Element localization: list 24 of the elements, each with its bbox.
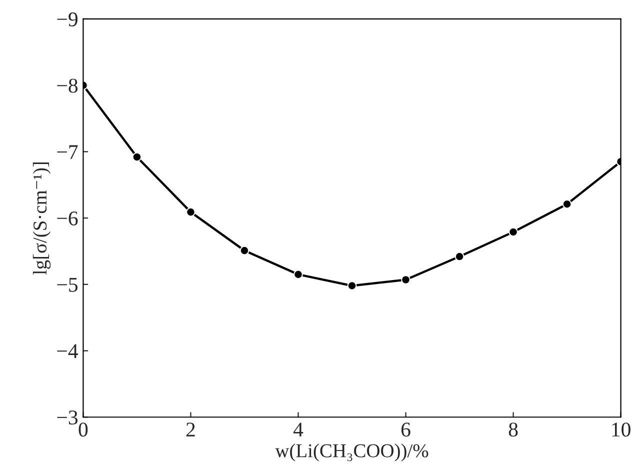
x-tick-label: 8: [508, 422, 518, 437]
point: [562, 199, 572, 209]
point: [132, 152, 142, 162]
y-tick-label: −5: [57, 278, 78, 292]
y-tick-label: −4: [57, 344, 78, 358]
y-axis-title: lg[σ/(S·cm⁻¹)]: [32, 162, 51, 275]
x-tick-label: 0: [78, 422, 88, 437]
x-axis-title: w(Li(CH₃COO))/%: [275, 444, 428, 462]
point: [240, 246, 250, 256]
point: [186, 207, 196, 217]
x-tick-label: 6: [401, 422, 410, 437]
point: [454, 252, 464, 262]
y-tick-label: −7: [57, 145, 78, 159]
x-tick-label: 10: [612, 422, 630, 437]
x-tick-label: 4: [293, 422, 304, 436]
y-tick-label: −3: [57, 410, 78, 425]
y-tick-label: −6: [57, 211, 78, 226]
point: [508, 227, 518, 237]
x-tick-label: 2: [186, 422, 195, 436]
point: [401, 275, 410, 284]
point: [294, 270, 303, 280]
y-tick-label: −8: [57, 78, 78, 93]
point: [347, 281, 357, 290]
y-tick-label: −9: [57, 12, 78, 26]
